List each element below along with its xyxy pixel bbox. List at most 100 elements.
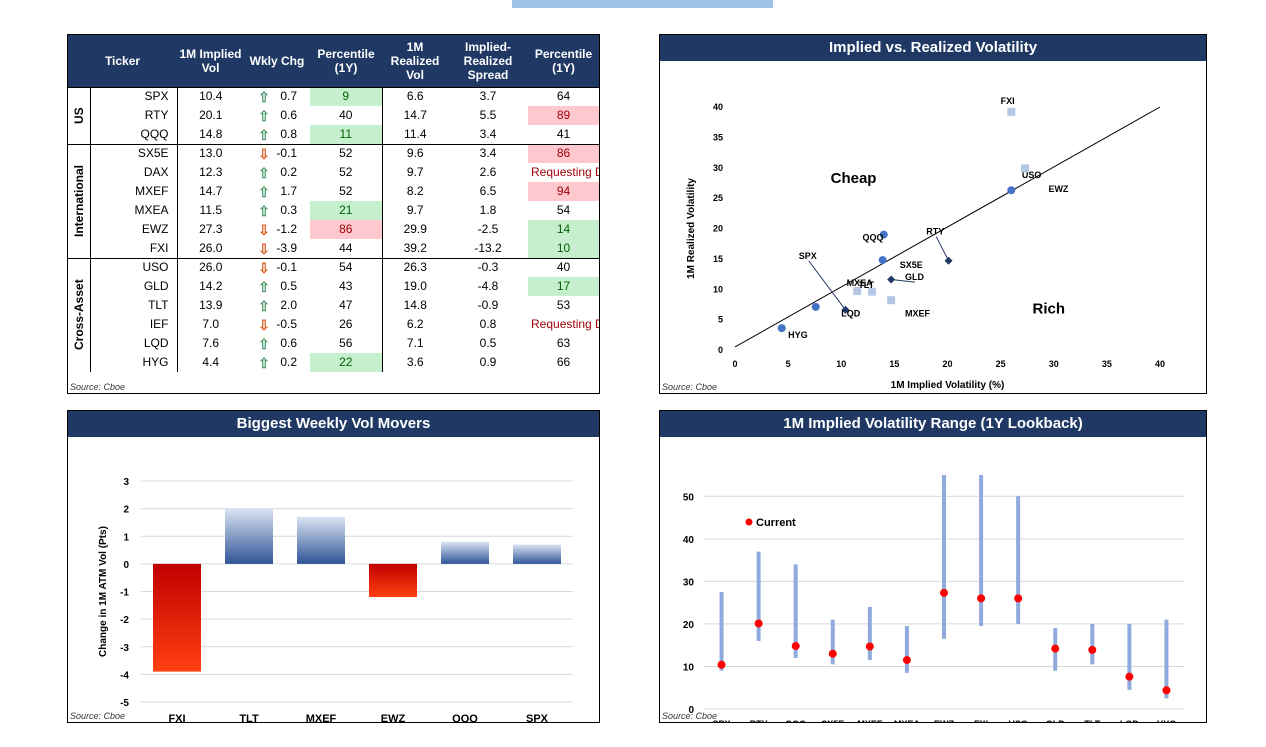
arrow-up-icon: ⇧	[258, 164, 270, 181]
rv-cell: 14.8	[381, 296, 449, 315]
col-header-spread-percentile: Percentile (1Y)	[528, 35, 599, 87]
ticker-cell: USO	[90, 257, 178, 277]
movers-title: Biggest Weekly Vol Movers	[68, 411, 599, 437]
wkly-chg-cell: ⇧ 0.6	[244, 106, 310, 125]
spread-cell: 3.4	[448, 143, 529, 163]
iv-cell: 12.3	[176, 163, 245, 182]
data-point	[944, 256, 953, 265]
data-point	[879, 230, 888, 239]
spread-cell: 2.6	[479, 165, 497, 179]
spread-cell: 1.8	[479, 203, 497, 217]
rv-cell: 6.2	[381, 315, 449, 334]
y-axis-label: 1M Realized Volatility	[686, 178, 697, 279]
data-point	[1021, 164, 1030, 173]
range-chart: 0 10 20 30 40 50 SPX RTY QQQ SX5E MXEF MXEA EWZ FXI US…	[683, 475, 1185, 722]
movers-chart: -5 -4 -3 -2 -1 0 1 2 3 Change in 1M ATM Vol (Pts)…	[98, 477, 573, 722]
table-row: TLT 13.9 ⇧ 2.0 47 14.8 -0.9 53	[68, 296, 599, 315]
point-label: HYG	[788, 330, 808, 340]
spread-percentile-cell: 10	[528, 239, 599, 258]
y-tick-label: 10	[683, 662, 695, 673]
bar	[369, 563, 417, 598]
point-label: SPX	[799, 251, 817, 261]
wkly-chg-cell: ⇩ -0.1	[244, 143, 311, 163]
col-header-rv: 1M Realized Vol	[382, 35, 449, 87]
range-bar	[904, 626, 909, 673]
y-tick-label: 40	[683, 535, 695, 546]
group-label: Cross-Asset	[68, 258, 90, 372]
table-row: LQD 7.6 ⇧ 0.6 56 7.1 0.5 63	[68, 334, 599, 353]
y-tick-label: 0	[123, 560, 129, 571]
spread-cell: 3.4	[479, 126, 497, 141]
x-tick-label: SX5E	[821, 719, 844, 722]
arrow-up-icon: ⇧	[258, 202, 270, 219]
iv-percentile-cell: 40	[339, 108, 353, 122]
spread-percentile-cell: 66	[556, 355, 571, 369]
x-tick-label: 30	[1049, 359, 1059, 369]
spread-percentile-cell: 53	[556, 298, 571, 312]
ticker-cell: GLD	[143, 279, 169, 293]
table-source: Source: Cboe	[70, 382, 126, 392]
rv-cell: 39.2	[381, 239, 449, 258]
iv-cell: 11.5	[176, 201, 245, 220]
x-tick-label: HYG	[1157, 719, 1177, 722]
iv-cell: 20.1	[176, 106, 245, 125]
ticker-cell: SX5E	[90, 143, 178, 163]
range-bar	[942, 475, 946, 639]
point-label: QQQ	[863, 233, 884, 243]
y-tick-label: -2	[120, 615, 129, 626]
y-tick-label: 25	[713, 193, 723, 203]
table-row: HYG 4.4 ⇧ 0.2 22 3.6 0.9 66	[68, 353, 599, 372]
y-tick-label: 10	[713, 284, 723, 294]
iv-cell: 13.9	[176, 296, 245, 315]
current-point	[865, 642, 874, 651]
y-tick-label: 30	[713, 163, 723, 173]
arrow-down-icon: ⇩	[258, 240, 270, 257]
point-label: FXI	[1001, 96, 1015, 106]
x-axis-label: 1M Implied Volatility (%)	[891, 380, 1005, 391]
x-tick-label: 10	[836, 359, 846, 369]
point-label: MXEA	[847, 278, 874, 288]
col-header-spread: Implied-Realized Spread	[448, 35, 529, 87]
wkly-chg-value: -1.2	[276, 222, 298, 236]
current-point	[1125, 672, 1134, 681]
ticker-cell: LQD	[143, 336, 169, 350]
col-header-iv: 1M Implied Vol	[177, 35, 245, 87]
legend-label: Current	[756, 517, 796, 529]
spread-percentile-cell: 54	[556, 203, 571, 217]
range-bar	[1127, 623, 1132, 690]
spread-cell: -2.5	[477, 222, 499, 236]
range-bar	[719, 592, 724, 671]
rv-cell: 9.7	[381, 163, 449, 182]
point-leader-line	[808, 260, 846, 311]
spread-cell: 0.9	[479, 355, 497, 369]
spread-percentile-cell: 63	[556, 336, 571, 350]
arrow-up-icon: ⇧	[258, 278, 270, 295]
iv-percentile-cell: 22	[310, 353, 383, 372]
wkly-chg-value: 0.7	[280, 89, 298, 104]
arrow-down-icon: ⇩	[258, 146, 270, 163]
spread-percentile-cell: 86	[528, 143, 599, 163]
x-tick-label: GLD	[1046, 719, 1065, 722]
iv-percentile-cell: 56	[339, 336, 353, 350]
y-tick-label: -1	[120, 588, 129, 599]
range-bar	[793, 564, 798, 658]
y-tick-label: 40	[713, 102, 723, 112]
spread-cell: 0.5	[479, 336, 497, 350]
wkly-chg-value: -0.1	[276, 260, 298, 275]
ticker-cell: IEF	[149, 317, 169, 331]
iv-percentile-cell: 44	[339, 240, 353, 255]
ticker-cell: HYG	[142, 355, 169, 369]
wkly-chg-value: 0.6	[280, 108, 298, 122]
y-tick-label: 0	[688, 705, 694, 716]
y-tick-label: 3	[123, 477, 129, 488]
arrow-down-icon: ⇩	[258, 221, 270, 238]
data-point	[868, 287, 877, 296]
point-label: EWZ	[1048, 184, 1068, 194]
table-row: MXEA 11.5 ⇧ 0.3 21 9.7 1.8 54	[68, 201, 599, 220]
table-row: International SX5E 13.0 ⇩ -0.1 52 9.6 3.4 86	[68, 143, 599, 258]
report-title-strip	[512, 0, 773, 8]
spread-percentile-cell: 40	[528, 257, 599, 277]
x-tick-label: QQQ	[452, 713, 478, 722]
iv-percentile-cell: 47	[339, 298, 353, 312]
arrow-up-icon: ⇧	[258, 183, 270, 200]
